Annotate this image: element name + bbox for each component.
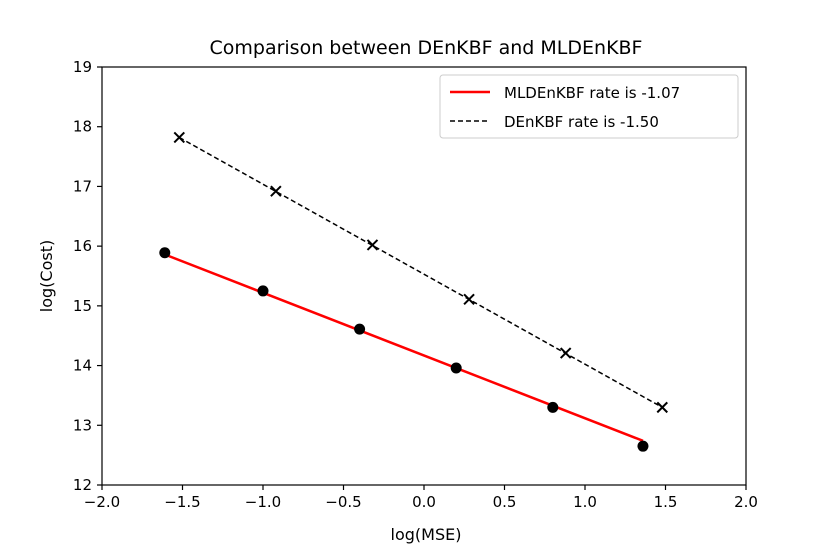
y-tick-label: 18 bbox=[73, 118, 92, 136]
series-0-point bbox=[637, 440, 649, 452]
series-1-fit-line bbox=[178, 136, 663, 409]
y-tick-label: 16 bbox=[73, 237, 92, 255]
y-tick-label: 15 bbox=[73, 297, 92, 315]
x-tick-label: 1.0 bbox=[573, 493, 597, 511]
series-1-point bbox=[173, 131, 185, 144]
y-tick-label: 14 bbox=[73, 357, 92, 375]
plot-area-frame bbox=[101, 66, 747, 486]
legend-box bbox=[439, 74, 739, 139]
x-tick-label: 0.0 bbox=[412, 493, 436, 511]
x-tick-label: 2.0 bbox=[734, 493, 758, 511]
y-axis-label: log(Cost) bbox=[37, 240, 56, 312]
chart-title: Comparison between DEnKBF and MLDEnKBF bbox=[209, 37, 642, 59]
x-axis-label: log(MSE) bbox=[391, 525, 462, 544]
series-0-fit-line bbox=[164, 253, 644, 442]
y-tick-label: 12 bbox=[73, 476, 92, 494]
series-1-point bbox=[366, 239, 379, 251]
series-0-point bbox=[450, 362, 462, 374]
legend-label-denkbf: DEnKBF rate is -1.50 bbox=[504, 113, 659, 131]
x-tick-label: −1.0 bbox=[245, 493, 281, 511]
axis-ticks: −2.0 −1.5 −1.0 −0.5 0.0 0.5 1.0 1.5 2.0 12 13 14 15 1… bbox=[73, 58, 758, 511]
series-1-point bbox=[559, 347, 572, 359]
x-tick-label: 1.5 bbox=[654, 493, 678, 511]
series-0-point bbox=[257, 285, 269, 297]
series-0-point bbox=[159, 247, 171, 259]
x-tick-label: 0.5 bbox=[493, 493, 517, 511]
series-0-point bbox=[354, 323, 366, 335]
legend-label-mldenkbf: MLDEnKBF rate is -1.07 bbox=[504, 84, 680, 102]
x-tick-label: −2.0 bbox=[84, 493, 120, 511]
series-1-point bbox=[656, 401, 668, 414]
series-1-point bbox=[463, 293, 475, 305]
y-tick-label: 19 bbox=[73, 58, 92, 76]
y-tick-label: 17 bbox=[73, 177, 92, 195]
series-1-point bbox=[270, 185, 282, 197]
plot-marks bbox=[159, 131, 668, 452]
x-tick-label: −1.5 bbox=[164, 493, 200, 511]
y-tick-label: 13 bbox=[73, 416, 92, 434]
series-0 bbox=[159, 247, 649, 452]
x-tick-label: −0.5 bbox=[325, 493, 361, 511]
series-1 bbox=[173, 131, 668, 414]
series-0-point bbox=[547, 401, 559, 413]
legend: MLDEnKBF rate is -1.07 DEnKBF rate is -1… bbox=[439, 74, 739, 139]
